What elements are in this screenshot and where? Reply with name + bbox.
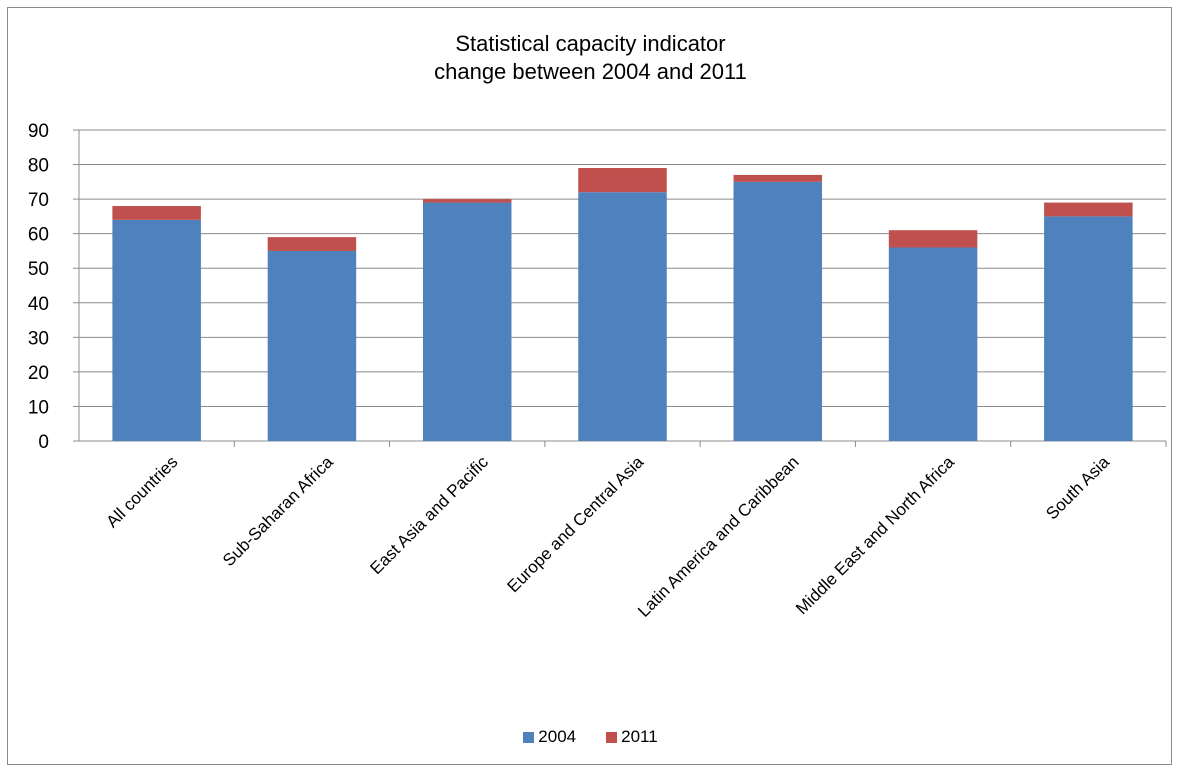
x-tick-label: All countries bbox=[103, 452, 182, 531]
legend: 2004 2011 bbox=[0, 727, 1181, 747]
x-tick-label: South Asia bbox=[1042, 452, 1113, 523]
chart-title-line-2: change between 2004 and 2011 bbox=[434, 59, 747, 84]
bar-2011-5 bbox=[888, 230, 978, 248]
legend-item-2011: 2011 bbox=[606, 727, 658, 747]
bar-2004-2 bbox=[422, 202, 512, 441]
y-tick-label: 10 bbox=[28, 397, 49, 418]
x-tick-label: Middle East and North Africa bbox=[792, 452, 958, 618]
bar-2011-6 bbox=[1044, 202, 1133, 217]
y-tick-label: 80 bbox=[28, 156, 49, 177]
bar-2004-4 bbox=[733, 181, 823, 442]
bar-2011-0 bbox=[112, 206, 201, 220]
bar-2011-1 bbox=[267, 237, 357, 251]
bar-2011-4 bbox=[733, 174, 823, 182]
legend-swatch-2011 bbox=[606, 731, 618, 743]
bar-2004-1 bbox=[267, 250, 357, 441]
y-tick-label: 90 bbox=[28, 121, 49, 142]
bar-2004-5 bbox=[888, 247, 978, 441]
y-tick-label: 70 bbox=[28, 190, 49, 211]
legend-label-2004: 2004 bbox=[538, 727, 577, 746]
chart-title: Statistical capacity indicator change be… bbox=[0, 30, 1181, 86]
y-tick-label: 60 bbox=[28, 225, 49, 246]
bar-2004-6 bbox=[1044, 216, 1133, 441]
y-tick-label: 40 bbox=[28, 294, 49, 315]
legend-item-2004: 2004 bbox=[523, 727, 576, 747]
bar-2011-3 bbox=[578, 168, 667, 193]
bar-2004-3 bbox=[578, 192, 667, 441]
legend-swatch-2004 bbox=[523, 731, 535, 743]
y-tick-label: 0 bbox=[38, 432, 49, 453]
y-tick-label: 20 bbox=[28, 363, 49, 384]
x-tick-label: Sub-Saharan Africa bbox=[219, 452, 337, 570]
x-tick-label: East Asia and Pacific bbox=[366, 452, 492, 578]
y-tick-label: 50 bbox=[28, 259, 49, 280]
bar-2004-0 bbox=[112, 219, 201, 441]
y-tick-label: 30 bbox=[28, 328, 49, 349]
x-tick-label: Europe and Central Asia bbox=[504, 452, 648, 596]
chart-title-line-1: Statistical capacity indicator bbox=[455, 31, 726, 56]
bar-2011-2 bbox=[422, 199, 512, 203]
x-tick-label: Latin America and Caribbean bbox=[634, 452, 802, 620]
legend-label-2011: 2011 bbox=[621, 727, 658, 746]
